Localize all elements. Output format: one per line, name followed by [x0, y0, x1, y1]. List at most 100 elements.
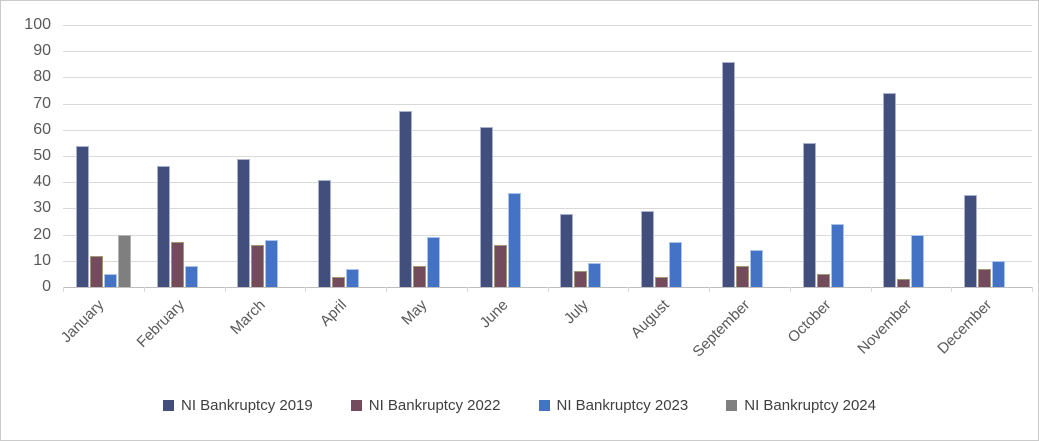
legend-label: NI Bankruptcy 2024: [744, 397, 876, 414]
x-axis-tick: [789, 287, 791, 292]
bar-ni-bankruptcy-2019-march: [237, 158, 251, 287]
y-gridline: [63, 234, 1032, 236]
bar-ni-bankruptcy-2022-june: [493, 245, 507, 287]
x-tick-label-january: January: [57, 296, 108, 347]
bar-group-july: [548, 25, 629, 287]
bar-ni-bankruptcy-2019-january: [75, 145, 89, 287]
bar-ni-bankruptcy-2023-september: [749, 250, 763, 287]
y-tick-label: 30: [33, 199, 51, 217]
x-axis-tick: [628, 287, 630, 292]
legend-swatch-icon: [538, 400, 550, 411]
y-gridline: [63, 260, 1032, 262]
x-tick-label-august: August: [627, 296, 673, 342]
bar-ni-bankruptcy-2022-may: [412, 266, 426, 287]
y-tick-label: 100: [24, 16, 51, 33]
bar-group-january: [63, 25, 144, 287]
bar-ni-bankruptcy-2023-february: [184, 266, 198, 287]
y-gridline: [63, 129, 1032, 131]
bar-ni-bankruptcy-2023-december: [992, 260, 1006, 287]
bar-ni-bankruptcy-2022-october: [816, 273, 830, 287]
bar-ni-bankruptcy-2019-july: [560, 213, 574, 287]
x-tick-label-february: February: [133, 296, 189, 351]
bar-ni-bankruptcy-2023-july: [588, 263, 602, 287]
y-tick-label: 20: [33, 225, 51, 243]
y-gridline: [63, 103, 1032, 105]
legend-label: NI Bankruptcy 2019: [181, 397, 313, 414]
x-axis-tick: [547, 287, 549, 292]
bar-ni-bankruptcy-2022-february: [170, 242, 184, 287]
bar-group-august: [628, 25, 709, 287]
x-axis-tick: [143, 287, 145, 292]
legend-swatch-icon: [726, 400, 738, 411]
y-gridline: [63, 51, 1032, 53]
x-tick-label-september: September: [689, 296, 754, 361]
y-gridline: [63, 25, 1032, 26]
y-gridline: [63, 208, 1032, 210]
x-axis-tick: [951, 287, 953, 292]
legend-label: NI Bankruptcy 2022: [368, 397, 501, 414]
bar-ni-bankruptcy-2023-august: [669, 242, 683, 287]
legend-item-ni-bankruptcy-2023: NI Bankruptcy 2023: [538, 397, 689, 414]
bar-ni-bankruptcy-2023-october: [830, 224, 844, 287]
bar-ni-bankruptcy-2023-june: [507, 192, 521, 287]
x-tick-label-march: March: [227, 296, 269, 338]
x-tick-label-december: December: [934, 296, 996, 358]
x-axis-tick: [386, 287, 387, 292]
bar-ni-bankruptcy-2022-january: [89, 255, 103, 287]
bar-ni-bankruptcy-2023-november: [911, 234, 925, 287]
bar-ni-bankruptcy-2023-january: [103, 273, 117, 287]
bar-ni-bankruptcy-2019-april: [318, 179, 332, 287]
x-tick-label-october: October: [784, 296, 835, 347]
x-tick-label-june: June: [476, 296, 512, 332]
bar-ni-bankruptcy-2022-december: [978, 268, 992, 287]
bar-ni-bankruptcy-2023-may: [426, 237, 440, 287]
y-tick-label: 90: [33, 42, 51, 60]
x-axis-tick: [709, 287, 710, 292]
bar-ni-bankruptcy-2019-august: [641, 211, 655, 287]
y-tick-label: 0: [42, 278, 51, 295]
x-axis-tick: [870, 287, 872, 292]
y-gridline: [63, 77, 1032, 79]
x-axis-tick: [63, 287, 64, 292]
bar-group-february: [144, 25, 225, 287]
bar-group-october: [790, 25, 871, 287]
bar-ni-bankruptcy-2019-may: [398, 111, 412, 287]
bar-group-may: [386, 25, 467, 287]
bar-ni-bankruptcy-2019-february: [156, 166, 170, 287]
bar-group-september: [709, 25, 790, 287]
x-axis-tick: [305, 287, 307, 292]
x-axis-tick: [1032, 287, 1033, 292]
bar-ni-bankruptcy-2023-march: [265, 239, 279, 287]
bar-group-december: [951, 25, 1032, 287]
bar-ni-bankruptcy-2024-january: [117, 234, 131, 287]
bar-ni-bankruptcy-2019-september: [721, 61, 735, 287]
x-tick-label-november: November: [853, 296, 915, 358]
bar-ni-bankruptcy-2022-july: [574, 271, 588, 287]
y-gridline: [63, 156, 1032, 157]
y-tick-label: 70: [33, 94, 51, 112]
x-tick-label-july: July: [560, 296, 592, 328]
bar-group-april: [305, 25, 386, 287]
bar-ni-bankruptcy-2022-march: [251, 245, 265, 287]
bar-ni-bankruptcy-2019-december: [964, 195, 978, 287]
bar-group-november: [871, 25, 952, 287]
x-tick-label-may: May: [398, 296, 431, 329]
legend: NI Bankruptcy 2019 NI Bankruptcy 2022 NI B…: [1, 397, 1038, 414]
bar-ni-bankruptcy-2019-june: [479, 127, 493, 287]
y-gridline: [63, 182, 1032, 184]
y-tick-label: 10: [33, 251, 51, 269]
bar-ni-bankruptcy-2022-april: [332, 276, 346, 287]
bar-ni-bankruptcy-2023-april: [346, 268, 360, 287]
x-axis-tick: [466, 287, 468, 292]
y-tick-label: 40: [33, 173, 51, 191]
legend-swatch-icon: [163, 400, 174, 411]
bar-group-june: [467, 25, 548, 287]
y-tick-label: 80: [33, 68, 51, 86]
y-tick-label: 60: [33, 120, 51, 138]
bar-ni-bankruptcy-2022-november: [897, 279, 911, 287]
plot-area: [63, 25, 1032, 287]
x-tick-label-april: April: [316, 296, 350, 330]
legend-item-ni-bankruptcy-2019: NI Bankruptcy 2019: [163, 397, 313, 414]
legend-label: NI Bankruptcy 2023: [556, 397, 689, 414]
